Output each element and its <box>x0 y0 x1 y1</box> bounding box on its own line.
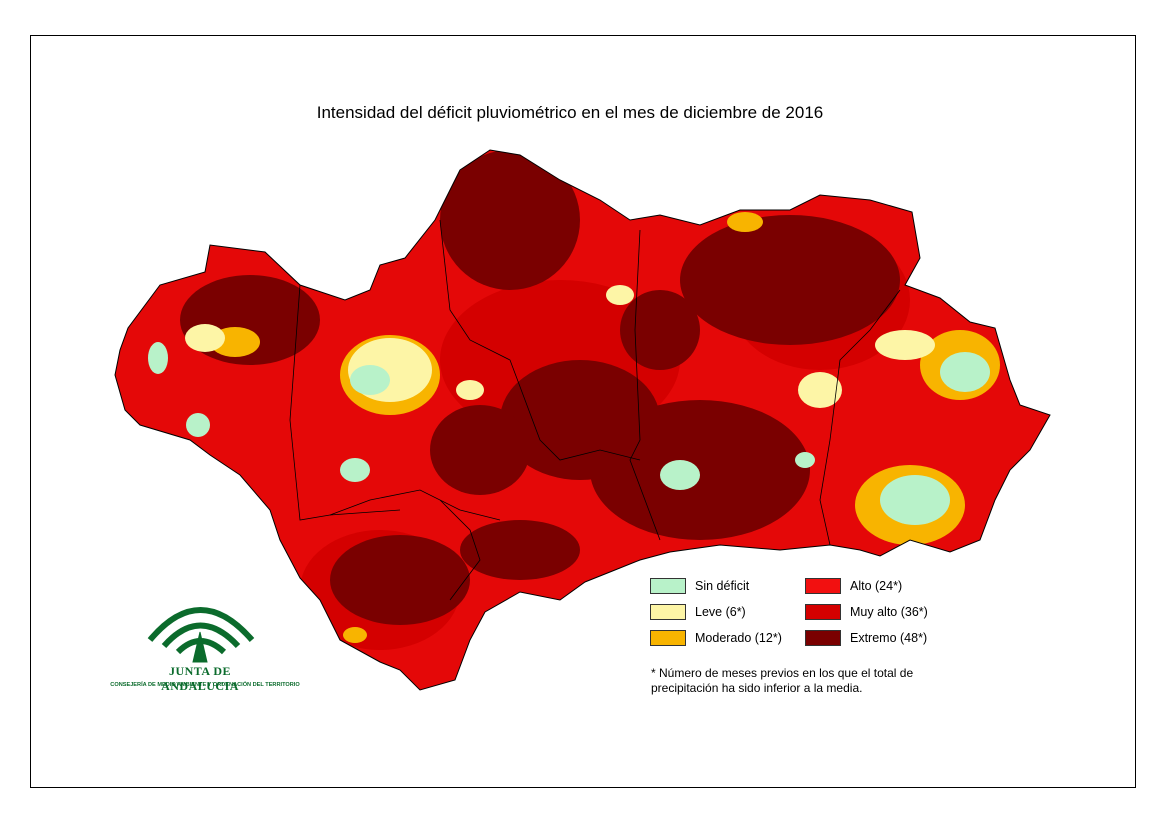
legend-item: Muy alto (36*) <box>805 604 928 620</box>
legend-label: Alto (24*) <box>850 579 903 593</box>
legend-label: Moderado (12*) <box>695 631 782 645</box>
legend-label: Sin déficit <box>695 579 750 593</box>
legend: Sin déficit Leve (6*) Moderado (12*) Alto (… <box>650 578 950 653</box>
legend-label: Extremo (48*) <box>850 631 928 645</box>
legend-item: Sin déficit <box>650 578 749 594</box>
legend-item: Moderado (12*) <box>650 630 782 646</box>
extremo-areas <box>180 150 900 625</box>
logo-name: JUNTA DE ANDALUCIA <box>161 664 239 693</box>
legend-label: Leve (6*) <box>695 605 746 619</box>
legend-note: * Número de meses previos en los que el … <box>651 666 914 695</box>
sin-deficit-areas <box>148 342 990 525</box>
frame <box>30 35 1136 788</box>
legend-swatch <box>650 604 686 620</box>
logo-subtitle: CONSEJERÍA DE MEDIO AMBIENTE Y ORDENACIÓ… <box>110 682 300 688</box>
legend-item: Alto (24*) <box>805 578 902 594</box>
legend-swatch <box>805 630 841 646</box>
province-borders <box>289 219 901 601</box>
legend-swatch <box>650 630 686 646</box>
legend-item: Leve (6*) <box>650 604 746 620</box>
legend-swatch <box>805 578 841 594</box>
logo-emblem <box>147 607 255 663</box>
legend-swatch <box>650 578 686 594</box>
legend-swatch <box>805 604 841 620</box>
map-title: Intensidad del déficit pluviométrico en … <box>316 103 824 122</box>
legend-item: Extremo (48*) <box>805 630 927 646</box>
legend-label: Muy alto (36*) <box>850 605 928 619</box>
